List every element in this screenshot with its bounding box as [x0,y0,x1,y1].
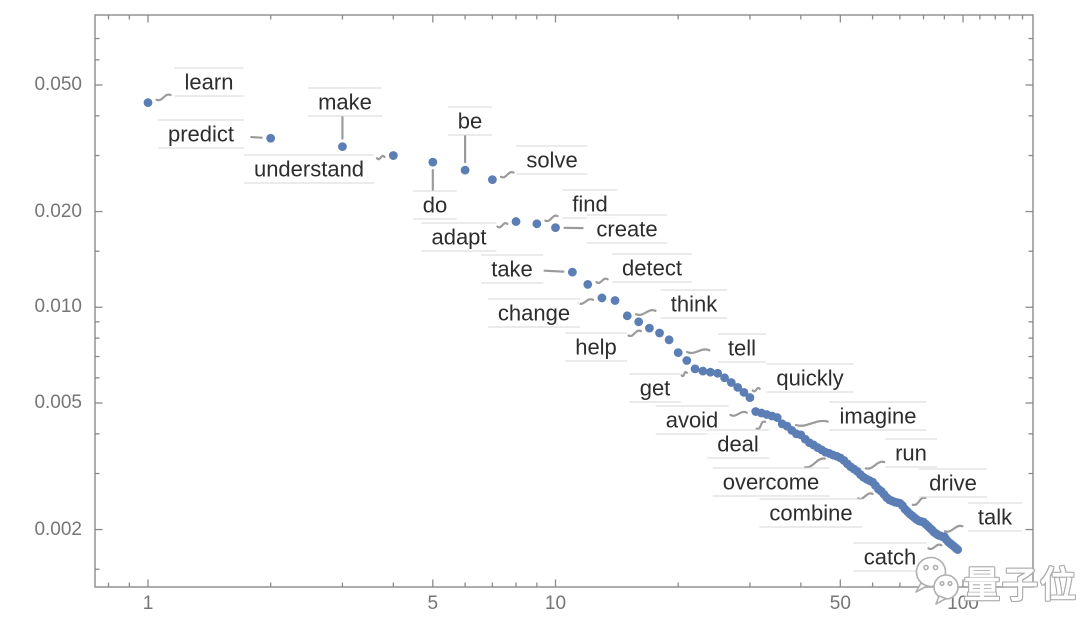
connector-curve-catch [927,543,943,551]
word-label-take: take [481,254,543,284]
data-point [690,364,700,374]
y-tick-label: 0.050 [34,74,82,95]
connector-curve-learn [155,93,172,102]
data-point [266,133,276,143]
data-point [610,296,620,305]
y-tick-label: 0.002 [34,518,82,540]
data-point [338,142,347,152]
connector-curve-think [635,309,657,317]
data-point [388,151,398,160]
data-point [713,368,723,378]
word-label-make: make [308,87,382,117]
data-point [745,393,755,402]
data-point [622,311,632,321]
connector-curve-understand [375,154,386,161]
data-point [634,317,644,327]
word-label-deal: deal [707,429,769,459]
data-point [682,356,692,365]
data-point [706,367,715,377]
word-label-create: create [586,214,668,244]
data-point [739,387,749,397]
word-label-get: get [629,373,681,403]
connector-curve-solve [499,171,515,179]
plot-frame [94,14,1034,588]
watermark: 量子位 [910,554,1078,610]
word-label-adapt: adapt [421,222,497,252]
x-tick-label: 50 [829,593,851,614]
word-label-predict: predict [157,119,245,149]
data-point [583,280,593,289]
connector-curve-detect [595,277,609,284]
connector-curve-avoid [729,410,748,417]
word-label-avoid: avoid [655,405,729,435]
connector-curve-adapt [496,222,509,229]
data-points [143,98,963,554]
word-label-catch: catch [853,542,927,572]
data-point [726,378,736,387]
word-label-imagine: imagine [829,401,927,431]
wechat-chat-bubbles-icon [915,556,959,605]
word-label-be: be [447,106,493,136]
y-tick-label: 0.020 [34,200,82,222]
data-point [597,293,607,303]
y-tick-label: 0.010 [34,296,82,318]
word-label-learn: learn [174,67,244,97]
data-point [487,175,497,185]
data-point [645,323,654,333]
word-label-quickly: quickly [766,363,854,393]
connector-curve-drive [911,496,927,506]
data-point [460,165,470,175]
connector-curve-tell [686,348,711,354]
connector-curve-quickly [751,386,761,393]
word-label-understand: understand [243,154,375,184]
word-label-drive: drive [919,468,987,498]
word-label-talk: talk [967,502,1023,532]
word-label-run: run [885,438,937,468]
connector-curve-get [680,371,689,378]
x-tick-label: 10 [544,593,567,614]
word-label-tell: tell [717,333,767,363]
connector-dash-take [543,269,565,273]
data-point [532,219,542,229]
data-point [953,545,963,554]
connector-curve-imagine [794,419,829,427]
data-point [567,267,577,277]
x-tick-label: 100 [947,593,979,614]
word-label-do: do [412,190,458,220]
word-label-help: help [565,332,627,362]
word-label-change: change [487,298,581,328]
data-point [143,98,153,108]
connector-curve-deal [755,420,767,430]
word-label-overcome: overcome [712,467,830,497]
x-tick-label: 1 [142,593,154,614]
data-point [664,335,674,345]
data-point [698,366,708,376]
word-label-find: find [562,189,618,219]
data-point [673,348,683,358]
y-tick-label: 0.005 [34,392,82,413]
data-point [733,382,743,392]
data-point [655,328,664,338]
connector-curve-run [864,460,886,470]
word-label-detect: detect [612,253,692,283]
word-label-solve: solve [516,145,588,175]
word-label-think: think [660,289,728,319]
data-point [551,223,560,233]
connector-curve-find [544,214,559,223]
word-label-combine: combine [759,498,863,528]
data-point [511,217,521,226]
connector-curve-talk [943,524,964,533]
watermark-text: 量子位 [964,564,1079,605]
connector-curve-help [627,329,643,338]
data-point [428,157,438,167]
connector-dash-predict [250,135,263,139]
x-tick-label: 5 [427,593,439,614]
connector-curve-overcome [803,457,826,469]
data-point [720,373,730,383]
axes-frame [94,14,1034,588]
data-point [772,413,782,422]
